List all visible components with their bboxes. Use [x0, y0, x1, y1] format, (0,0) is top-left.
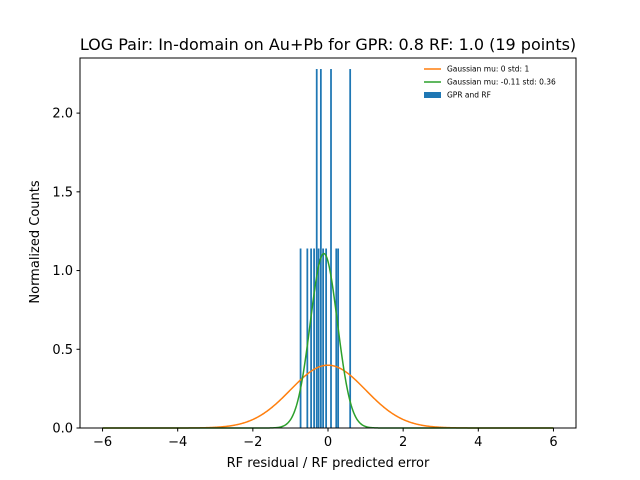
y-tick-label: 1.5: [52, 185, 73, 200]
histogram-bar: [319, 69, 322, 429]
x-tick-label: −4: [168, 435, 187, 450]
y-tick-label: 0.0: [52, 422, 73, 437]
x-tick-label: −2: [243, 435, 262, 450]
legend: Gaussian mu: 0 std: 1 Gaussian mu: -0.11 …: [424, 65, 556, 100]
legend-label: Gaussian mu: -0.11 std: 0.36: [447, 78, 556, 87]
y-tick-label: 2.0: [52, 107, 73, 122]
histogram-bar: [299, 248, 302, 428]
y-tick-label: 0.5: [52, 343, 73, 358]
histogram-bar: [322, 248, 324, 428]
histogram-bar: [325, 248, 328, 428]
legend-label: Gaussian mu: 0 std: 1: [447, 65, 529, 74]
x-tick-label: −6: [93, 435, 112, 450]
x-axis-label: RF residual / RF predicted error: [227, 456, 430, 471]
histogram-bar: [337, 248, 340, 428]
histogram-bar: [317, 248, 320, 428]
y-axis-label: Normalized Counts: [28, 180, 43, 303]
histogram-bar: [335, 248, 338, 428]
histogram-bar: [313, 248, 315, 428]
x-tick-label: 2: [399, 435, 407, 450]
histogram-bar: [306, 248, 309, 428]
chart-title: LOG Pair: In-domain on Au+Pb for GPR: 0.…: [80, 35, 576, 54]
histogram-bar: [310, 248, 312, 428]
x-tick-label: 4: [474, 435, 482, 450]
histogram-bar: [349, 69, 352, 429]
y-tick-label: 1.0: [52, 264, 73, 279]
x-tick-label: 6: [549, 435, 557, 450]
plot-area: −6 −4 −2 0 2 4 6 0.0 0.5 1.0 1.5 2.0: [52, 57, 577, 450]
legend-label: GPR and RF: [447, 91, 491, 100]
histogram-bar: [315, 69, 318, 429]
x-tick-label: 0: [324, 435, 332, 450]
histogram-bar: [330, 69, 332, 429]
legend-swatch-histogram: [424, 92, 441, 98]
